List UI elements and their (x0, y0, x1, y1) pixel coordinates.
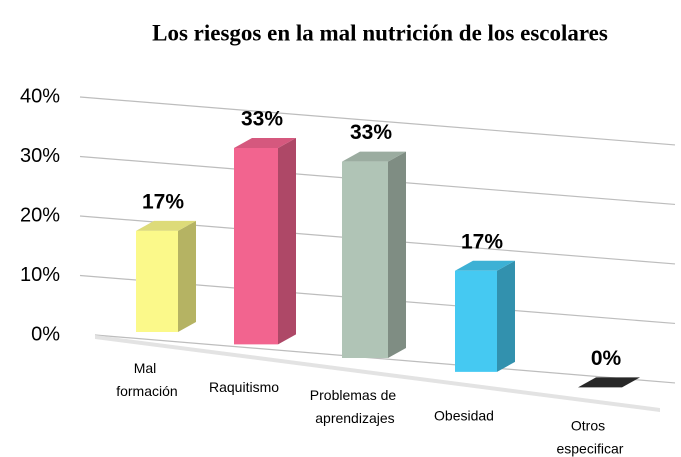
x-tick-line: Otros (571, 417, 605, 433)
bar (234, 148, 278, 345)
y-tick-label: 0% (31, 323, 60, 345)
x-tick-line: aprendizajes (311, 410, 394, 426)
y-tick-label: 20% (20, 204, 60, 226)
grid-line (94, 334, 676, 384)
x-tick-label: Raquitismo (209, 379, 279, 395)
bar-top (342, 151, 406, 162)
bar-side (388, 151, 406, 358)
x-tick-label: Mal formación (112, 360, 177, 399)
chart-title: Los riesgos en la mal nutrición de los e… (152, 20, 608, 45)
value-label: 33% (350, 121, 392, 144)
bar-group (234, 138, 296, 345)
value-label: 33% (241, 108, 283, 131)
bar-side (178, 220, 196, 332)
bar-top (234, 138, 296, 149)
bar-top (578, 377, 640, 388)
x-tick-label: Otros especificar (553, 417, 624, 456)
x-tick-line: Problemas de (310, 387, 397, 403)
floor (95, 335, 660, 412)
bar (455, 270, 497, 372)
bar-group (136, 220, 196, 332)
value-label: 17% (461, 230, 503, 253)
x-tick-line: Raquitismo (209, 379, 279, 395)
y-tick-label: 30% (20, 145, 60, 167)
x-tick-line: especificar (553, 440, 624, 456)
bar (342, 161, 388, 358)
value-label: 0% (591, 347, 622, 370)
x-tick-line: formación (112, 383, 177, 399)
bar-side (278, 138, 296, 345)
x-tick-line: Mal (134, 360, 157, 376)
y-tick-label: 10% (20, 264, 60, 286)
y-tick-label: 40% (20, 85, 60, 107)
grid-line (79, 96, 676, 146)
x-tick-line: Obesidad (434, 407, 494, 423)
x-tick-label: Problemas de aprendizajes (310, 387, 397, 426)
bar-group (578, 377, 640, 388)
bar-group (342, 151, 406, 358)
bar-group (455, 260, 515, 372)
bar-top (455, 260, 515, 271)
value-label: 17% (142, 190, 184, 213)
x-tick-label: Obesidad (434, 407, 494, 423)
bar-top (136, 220, 196, 231)
bar-side (497, 260, 515, 372)
bar (136, 230, 178, 332)
